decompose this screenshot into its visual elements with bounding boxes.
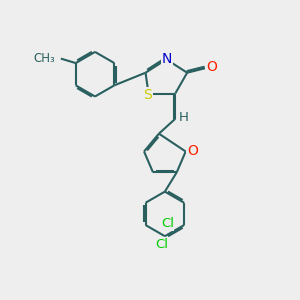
Text: O: O [187, 144, 198, 158]
Text: CH₃: CH₃ [34, 52, 56, 65]
Text: Cl: Cl [155, 238, 168, 251]
Text: N: N [162, 52, 172, 66]
Text: H: H [179, 111, 189, 124]
Text: S: S [143, 88, 152, 102]
Text: Cl: Cl [161, 217, 174, 230]
Text: O: O [206, 60, 217, 74]
